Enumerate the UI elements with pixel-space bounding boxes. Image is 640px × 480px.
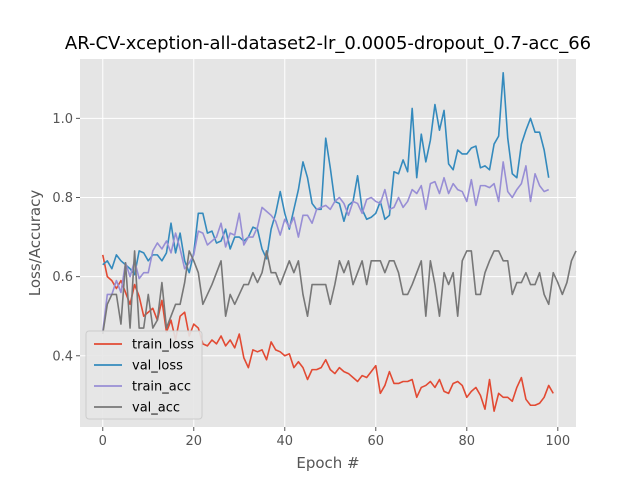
x-tick-label: 40 <box>276 434 293 449</box>
y-axis-label: Loss/Accuracy <box>26 190 44 297</box>
legend: train_loss val_loss train_acc val_acc <box>85 330 203 420</box>
x-tick-label: 20 <box>185 434 202 449</box>
y-axis-ticks: 0.4 0.6 0.8 1.0 <box>52 112 80 364</box>
legend-box <box>85 330 203 420</box>
x-tick-label: 100 <box>545 434 570 449</box>
series-line-val-loss <box>102 72 550 276</box>
series-lines <box>101 72 577 412</box>
y-tick-label: 0.4 <box>52 349 73 364</box>
series-line-train-loss <box>101 254 554 412</box>
y-tick-label: 0.6 <box>52 270 73 285</box>
x-tick-label: 60 <box>368 434 385 449</box>
chart-title: AR-CV-xception-all-dataset2-lr_0.0005-dr… <box>65 33 591 54</box>
series-line-train-acc <box>101 161 550 333</box>
y-tick-label: 1.0 <box>52 112 73 127</box>
series-line-val-acc <box>101 250 577 335</box>
x-axis-ticks: 0 20 40 60 80 100 <box>99 427 570 449</box>
legend-label: train_acc <box>132 380 191 395</box>
legend-label: train_loss <box>132 338 194 353</box>
y-tick-label: 0.8 <box>52 191 73 206</box>
legend-label: val_acc <box>132 401 180 416</box>
x-tick-label: 80 <box>459 434 476 449</box>
legend-label: val_loss <box>132 359 183 374</box>
x-axis-label: Epoch # <box>296 454 359 472</box>
x-tick-label: 0 <box>99 434 107 449</box>
